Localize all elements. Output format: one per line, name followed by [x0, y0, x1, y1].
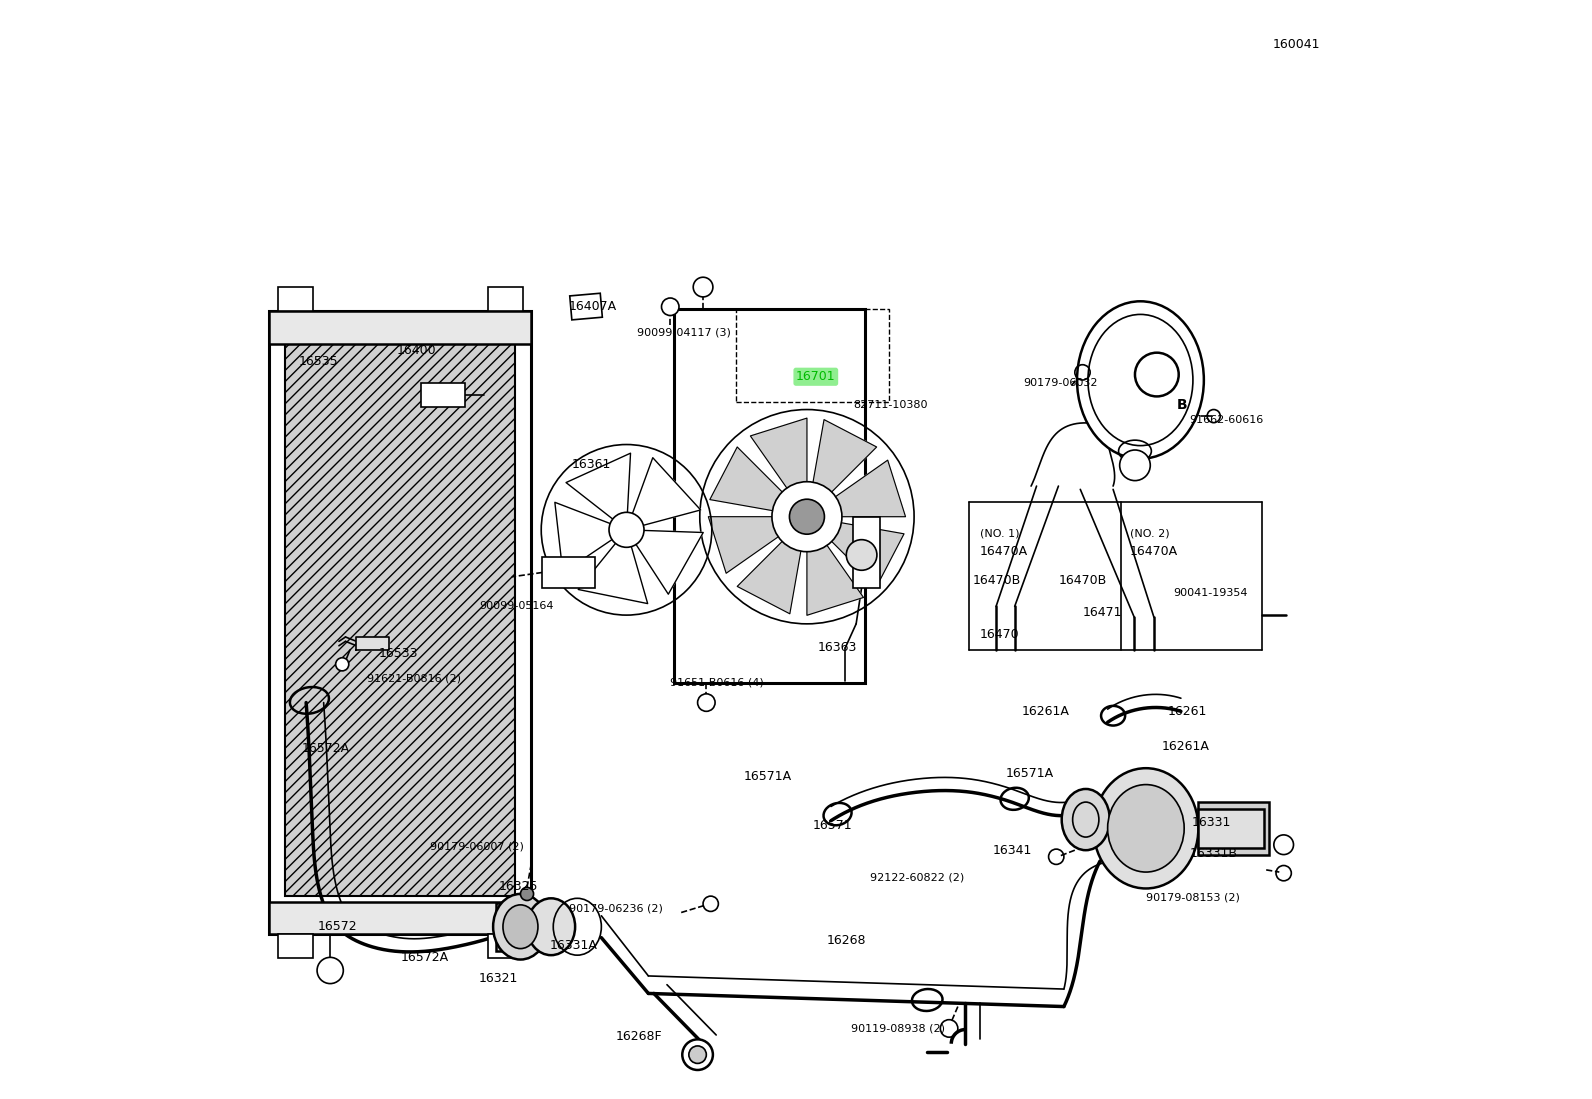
Text: (NO. 1): (NO. 1): [979, 529, 1019, 539]
Text: 16261A: 16261A: [1020, 704, 1070, 718]
Text: 91662-60616: 91662-60616: [1189, 415, 1264, 425]
Polygon shape: [632, 530, 704, 595]
Text: 90179-08153 (2): 90179-08153 (2): [1146, 892, 1240, 902]
Bar: [487, 934, 522, 958]
Text: 16470A: 16470A: [979, 545, 1028, 558]
Text: B: B: [1176, 398, 1188, 412]
Bar: [277, 934, 312, 958]
Bar: [853, 517, 880, 588]
Text: 91651-B0616 (4): 91651-B0616 (4): [670, 678, 764, 688]
Polygon shape: [567, 453, 630, 523]
Text: 90099-05164: 90099-05164: [479, 601, 554, 611]
Polygon shape: [630, 457, 700, 528]
Bar: [487, 287, 522, 311]
Circle shape: [689, 1046, 707, 1064]
Bar: [497, 902, 521, 951]
Text: 91621-B0816 (2): 91621-B0816 (2): [368, 674, 462, 684]
Ellipse shape: [527, 898, 575, 955]
Circle shape: [521, 887, 533, 900]
Polygon shape: [750, 418, 807, 503]
Text: 90179-06007 (2): 90179-06007 (2): [430, 842, 524, 852]
Polygon shape: [556, 502, 618, 573]
Circle shape: [693, 277, 713, 297]
Text: 16363: 16363: [818, 642, 856, 654]
Text: 16268: 16268: [826, 934, 866, 947]
Text: 90179-06032: 90179-06032: [1024, 378, 1098, 388]
Text: 16261A: 16261A: [1161, 740, 1208, 753]
Text: 16407A: 16407A: [568, 300, 616, 313]
Bar: [269, 901, 532, 934]
Bar: [1199, 802, 1269, 855]
Text: 90099-04117 (3): 90099-04117 (3): [637, 328, 731, 338]
Text: 16400: 16400: [396, 344, 436, 357]
Text: 16471: 16471: [1083, 607, 1122, 620]
Text: 16470B: 16470B: [973, 574, 1022, 587]
Text: 16341: 16341: [993, 844, 1032, 857]
Bar: [570, 293, 602, 320]
Text: 92122-60822 (2): 92122-60822 (2): [871, 873, 965, 882]
Text: 16572A: 16572A: [302, 742, 350, 755]
Text: 16331B: 16331B: [1189, 847, 1237, 861]
Circle shape: [697, 693, 715, 711]
Ellipse shape: [503, 904, 538, 948]
Text: 16533: 16533: [379, 647, 417, 659]
Bar: [269, 311, 532, 344]
Ellipse shape: [494, 893, 548, 959]
Text: 160041: 160041: [1272, 37, 1320, 51]
Circle shape: [790, 499, 825, 534]
Text: 16572A: 16572A: [400, 951, 449, 964]
Text: (NO. 2): (NO. 2): [1129, 529, 1169, 539]
Circle shape: [847, 540, 877, 570]
Text: 16571A: 16571A: [1006, 767, 1054, 780]
Circle shape: [317, 957, 344, 984]
Circle shape: [662, 298, 680, 315]
Ellipse shape: [1108, 785, 1184, 873]
Bar: [277, 287, 312, 311]
Polygon shape: [357, 637, 388, 651]
Ellipse shape: [1062, 789, 1110, 851]
Circle shape: [1135, 353, 1178, 397]
Bar: [269, 311, 532, 934]
Circle shape: [610, 512, 645, 547]
Text: 16571A: 16571A: [743, 770, 791, 784]
Text: 16331: 16331: [1192, 817, 1231, 830]
Ellipse shape: [1078, 301, 1204, 458]
Polygon shape: [818, 520, 904, 587]
Text: 16321: 16321: [479, 972, 519, 985]
Polygon shape: [710, 447, 796, 514]
Text: 16261: 16261: [1169, 704, 1207, 718]
Circle shape: [683, 1040, 713, 1070]
Text: 82711-10380: 82711-10380: [853, 400, 928, 410]
Polygon shape: [810, 420, 877, 506]
Text: 90119-08938 (2): 90119-08938 (2): [850, 1023, 944, 1033]
Bar: [736, 309, 888, 402]
Polygon shape: [820, 460, 906, 517]
Polygon shape: [737, 528, 804, 613]
Bar: [543, 557, 595, 588]
Circle shape: [336, 657, 349, 670]
Text: 90179-06236 (2): 90179-06236 (2): [568, 903, 662, 913]
Text: 16572: 16572: [318, 920, 358, 933]
Bar: [420, 384, 465, 408]
Ellipse shape: [1094, 768, 1199, 888]
Bar: [1199, 809, 1264, 848]
Bar: [285, 344, 514, 896]
Polygon shape: [708, 517, 794, 574]
Polygon shape: [807, 530, 863, 615]
Text: 16470B: 16470B: [1059, 574, 1106, 587]
Text: 16361: 16361: [572, 457, 611, 470]
Text: 16701: 16701: [796, 370, 836, 384]
Text: 16268F: 16268F: [616, 1030, 662, 1043]
Text: 16571: 16571: [812, 819, 852, 832]
Polygon shape: [578, 537, 648, 603]
Text: 16331A: 16331A: [549, 939, 599, 952]
Bar: [673, 309, 864, 682]
Circle shape: [772, 481, 842, 552]
Text: 16535: 16535: [298, 355, 338, 368]
Text: 90041-19354: 90041-19354: [1173, 588, 1248, 598]
Text: 16325: 16325: [498, 880, 538, 892]
Text: 16470A: 16470A: [1129, 545, 1178, 558]
Circle shape: [1119, 449, 1151, 480]
Text: 16470: 16470: [979, 629, 1019, 642]
